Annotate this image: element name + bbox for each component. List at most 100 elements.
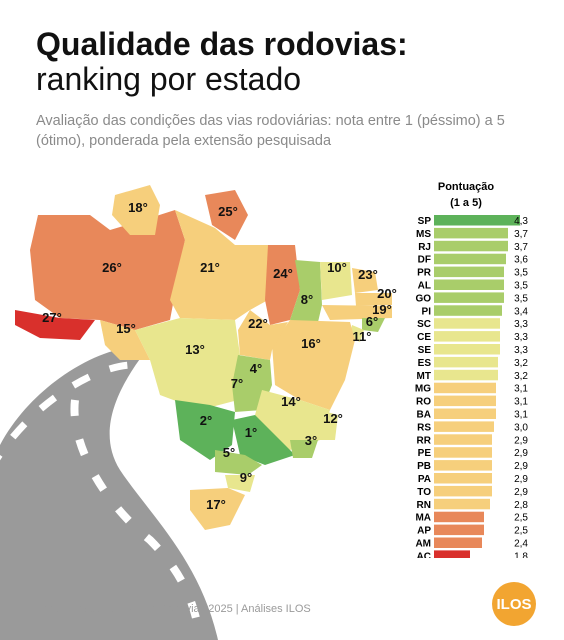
map-labels: 27° 26° 18° 25° 21° 24° 15° 13° 22° 8° 10° 23° 20°19… [42, 200, 397, 512]
bar-category-label: ES [418, 358, 432, 369]
bar-value-label: 3,3 [514, 345, 528, 356]
bar [434, 215, 520, 226]
bar-category-label: RJ [418, 242, 431, 253]
bar [434, 318, 500, 329]
map-rank-label-pe: 19° [372, 302, 392, 317]
bars-layer: SP 4,3 MS 3,7 RJ 3,7 DF 3,6 PR 3,5 AL 3,5 GO 3,5 PI 3,4… [415, 215, 528, 558]
bar-value-label: 3,5 [514, 281, 528, 292]
bar [434, 524, 484, 536]
bar-value-label: 3,1 [514, 397, 528, 408]
map-rank-label-pa: 21° [200, 260, 220, 275]
bar [434, 266, 504, 278]
state-pb [355, 293, 392, 306]
chart-title: Qualidade das rodovias: [36, 26, 408, 62]
state-pr [215, 450, 262, 475]
state-rj [290, 440, 318, 458]
bar-category-label: MS [416, 229, 431, 240]
map-rank-label-am: 26° [102, 260, 122, 275]
map-rank-label-rn: 23° [358, 267, 378, 282]
state-ms [175, 400, 235, 460]
bar-category-label: PB [417, 461, 431, 472]
bar [434, 382, 496, 394]
state-ma [265, 245, 300, 325]
ranking-bar-chart: Pontuação (1 a 5) SP 4,3 MS 3,7 RJ 3,7 DF 3,6 PR… [415, 181, 528, 558]
map-rank-label-go: 7° [231, 376, 243, 391]
map-rank-label-se: 11° [353, 329, 372, 344]
map-rank-label-df: 4° [250, 361, 262, 376]
map-rank-label-mg: 14° [281, 394, 301, 409]
bar-category-label: RO [416, 397, 431, 408]
bar-category-label: AL [418, 281, 431, 292]
bar-value-label: 3,6 [514, 255, 528, 266]
bar-category-label: GO [415, 293, 431, 304]
bar [434, 485, 492, 497]
map-rank-label-pi: 8° [301, 292, 313, 307]
bar-value-label: 1,8 [514, 551, 528, 558]
bar-category-label: RS [417, 422, 431, 433]
map-rank-label-ma: 24° [273, 266, 293, 281]
bar-value-label: 2,5 [514, 513, 528, 524]
bar [434, 305, 502, 316]
bar-category-label: TO [417, 487, 431, 498]
chart-subtitle: ranking por estado [36, 61, 302, 97]
state-ro [100, 320, 150, 360]
state-ce [320, 262, 352, 300]
bar-value-label: 3,7 [514, 242, 528, 253]
state-sp [232, 415, 295, 465]
ilos-logo: ILOS [492, 582, 536, 626]
bar-value-label: 4,3 [514, 216, 528, 227]
bar-category-label: MT [417, 371, 431, 382]
map-rank-label-rr: 18° [128, 200, 148, 215]
bar-value-label: 2,9 [514, 461, 528, 472]
map-rank-label-pr: 5° [223, 445, 235, 460]
bar-category-label: AP [417, 526, 431, 537]
brazil-map: 27° 26° 18° 25° 21° 24° 15° 13° 22° 8° 10° 23° 20°19… [0, 185, 397, 640]
bar-category-label: PE [418, 448, 432, 459]
state-sc [225, 475, 255, 492]
bar [434, 292, 504, 303]
bar-category-label: MG [415, 384, 431, 395]
map-rank-label-al: 6° [366, 314, 378, 329]
bar-value-label: 2,9 [514, 435, 528, 446]
bar-category-label: SE [418, 345, 432, 356]
chart-description: Avaliação das condições das vias rodoviá… [36, 113, 505, 149]
bar-value-label: 2,9 [514, 448, 528, 459]
map-rank-label-ap: 25° [218, 204, 238, 219]
bar-value-label: 3,5 [514, 293, 528, 304]
bar-value-label: 3,7 [514, 229, 528, 240]
map-rank-label-sc: 9° [240, 470, 252, 485]
bar [434, 460, 492, 471]
bar-category-label: PI [422, 306, 432, 317]
bar [434, 227, 508, 239]
map-rank-label-ac: 27° [42, 310, 62, 325]
state-ba [272, 320, 355, 410]
bar-category-label: AM [415, 539, 431, 550]
bar [434, 253, 506, 265]
bar-value-label: 2,9 [514, 487, 528, 498]
bar-category-label: SP [418, 216, 432, 227]
chart-axis-title-line2: (1 a 5) [450, 197, 482, 209]
bar-category-label: DF [418, 255, 431, 266]
bar-value-label: 3,3 [514, 332, 528, 343]
bar [434, 331, 500, 342]
bar [434, 240, 508, 252]
map-rank-label-mt: 13° [185, 342, 205, 357]
map-rank-label-pb: 20° [377, 286, 397, 301]
bar [434, 356, 498, 368]
bar-value-label: 3,1 [514, 410, 528, 421]
state-rr [112, 185, 160, 235]
state-pa [170, 210, 270, 320]
state-rs [190, 488, 245, 530]
bar-value-label: 3,3 [514, 319, 528, 330]
map-rank-label-es: 12° [323, 411, 343, 426]
bar [434, 550, 470, 558]
state-ap [205, 190, 248, 240]
state-to [238, 310, 288, 360]
map-rank-label-ro: 15° [116, 321, 136, 336]
bar [434, 537, 482, 548]
bar [434, 408, 496, 419]
bar-category-label: MA [415, 513, 431, 524]
bar-category-label: AC [417, 551, 431, 558]
bar-value-label: 3,5 [514, 268, 528, 279]
map-rank-label-to: 22° [248, 316, 268, 331]
